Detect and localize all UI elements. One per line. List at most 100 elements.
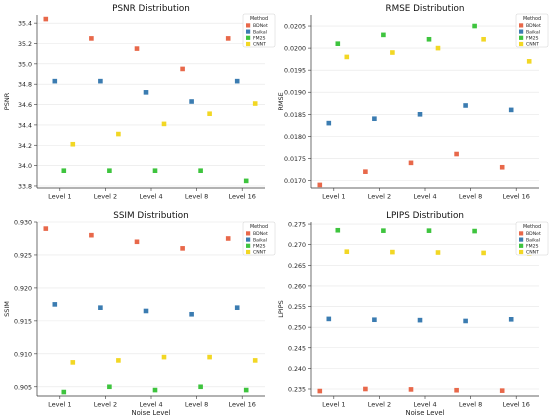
data-point-cnnt [390, 50, 395, 55]
data-point-baikal [234, 305, 240, 310]
legend-label: BDNet [253, 231, 268, 237]
data-point-bdnet [134, 239, 140, 245]
y-tick-label: 34.8 [18, 82, 32, 89]
y-tick-label: 0.0205 [284, 24, 306, 31]
data-point-cnnt [116, 131, 121, 137]
y-tick-label: 0.240 [288, 366, 306, 373]
legend-marker-fm2s [246, 35, 251, 40]
legend-marker-baikal [246, 237, 251, 242]
data-point-baikal [98, 78, 103, 84]
data-point-bdnet [225, 236, 231, 241]
data-point-bdnet [89, 232, 94, 238]
data-point-baikal [189, 99, 194, 104]
y-tick-label: 0.930 [14, 220, 32, 227]
data-point-baikal [417, 111, 423, 117]
legend-marker-fm2s [519, 243, 524, 248]
data-point-baikal [372, 116, 377, 122]
legend-marker-bdnet [246, 231, 251, 236]
data-point-bdnet [317, 182, 323, 188]
y-tick-label: 0.915 [14, 318, 32, 325]
data-point-baikal [189, 311, 194, 317]
y-tick-label: 0.255 [288, 304, 306, 311]
x-tick-label: Level 8 [459, 193, 482, 201]
legend-label: FM2S [253, 244, 266, 250]
y-tick-label: 0.265 [288, 263, 306, 270]
y-axis-label: SSIM [3, 301, 11, 317]
data-point-fm2s [426, 228, 432, 233]
y-tick-label: 0.245 [288, 345, 306, 352]
legend-label: BDNet [526, 23, 541, 29]
data-point-fm2s [381, 32, 386, 38]
data-point-baikal [372, 317, 377, 323]
y-tick-label: 0.0200 [284, 46, 306, 53]
data-point-cnnt [207, 111, 212, 117]
y-tick-label: 33.8 [18, 183, 32, 190]
y-tick-label: 0.275 [288, 222, 306, 229]
data-point-cnnt [116, 358, 121, 363]
data-point-bdnet [454, 151, 459, 157]
chart-panel-3: 0.905 0.910 0.915 0.920 0.925 0.930 Level 1 Lev… [3, 211, 276, 417]
data-point-fm2s [426, 36, 432, 42]
y-tick-label: 0.270 [288, 242, 306, 249]
x-tick-label: Level 8 [185, 401, 208, 409]
legend-box [242, 13, 276, 48]
x-tick-label: Level 4 [139, 401, 162, 409]
data-point-cnnt [207, 354, 212, 360]
y-tick-label: 0.0180 [284, 134, 306, 141]
x-tick-label: Level 1 [322, 193, 345, 201]
data-point-bdnet [43, 226, 49, 231]
x-tick-label: Level 16 [228, 193, 256, 201]
chart-title: RMSE Distribution [386, 4, 465, 14]
legend-title: Method [250, 16, 268, 22]
data-point-cnnt [435, 45, 441, 51]
data-point-bdnet [363, 386, 368, 392]
data-point-fm2s [61, 389, 67, 395]
legend-marker-fm2s [246, 243, 251, 248]
x-tick-label: Level 16 [502, 401, 530, 409]
data-point-bdnet [134, 46, 140, 51]
data-point-fm2s [152, 387, 158, 393]
legend-marker-baikal [519, 29, 524, 34]
x-tick-label: Level 4 [413, 193, 436, 201]
y-tick-label: 0.0175 [284, 156, 306, 163]
y-tick-label: 35.0 [18, 61, 32, 68]
data-point-bdnet [408, 387, 414, 392]
data-point-bdnet [499, 388, 505, 393]
data-point-bdnet [499, 164, 505, 170]
data-point-fm2s [198, 168, 203, 173]
chart-title: SSIM Distribution [113, 211, 188, 221]
y-tick-label: 34.2 [18, 143, 32, 150]
legend-box [515, 221, 549, 256]
legend-label: Baikal [253, 29, 267, 35]
data-point-bdnet [363, 169, 368, 174]
y-tick-label: 0.925 [14, 252, 32, 259]
x-tick-label: Level 16 [502, 193, 530, 201]
data-point-cnnt [435, 250, 441, 255]
legend-box [242, 221, 276, 256]
y-tick-label: 34.6 [18, 102, 32, 109]
y-tick-label: 0.235 [288, 386, 306, 393]
x-axis-label: Noise Level [406, 409, 445, 417]
x-tick-label: Level 16 [228, 401, 256, 409]
legend-label: CNNT [526, 250, 539, 256]
data-point-fm2s [107, 168, 112, 173]
legend-label: CNNT [526, 42, 539, 48]
y-tick-label: 0.0185 [284, 112, 306, 119]
data-point-cnnt [252, 101, 258, 106]
legend-label: Baikal [526, 237, 540, 243]
data-point-cnnt [70, 360, 76, 365]
data-point-cnnt [344, 249, 350, 254]
data-point-cnnt [481, 36, 486, 42]
data-point-baikal [417, 317, 423, 323]
data-point-bdnet [408, 160, 414, 166]
y-axis-label: LPIPS [277, 300, 285, 318]
data-point-baikal [326, 120, 332, 126]
data-point-baikal [463, 103, 468, 108]
y-tick-label: 0.910 [14, 351, 32, 358]
data-point-baikal [52, 302, 58, 307]
data-point-baikal [508, 317, 514, 322]
legend-label: BDNet [526, 231, 541, 237]
data-point-fm2s [381, 228, 386, 233]
